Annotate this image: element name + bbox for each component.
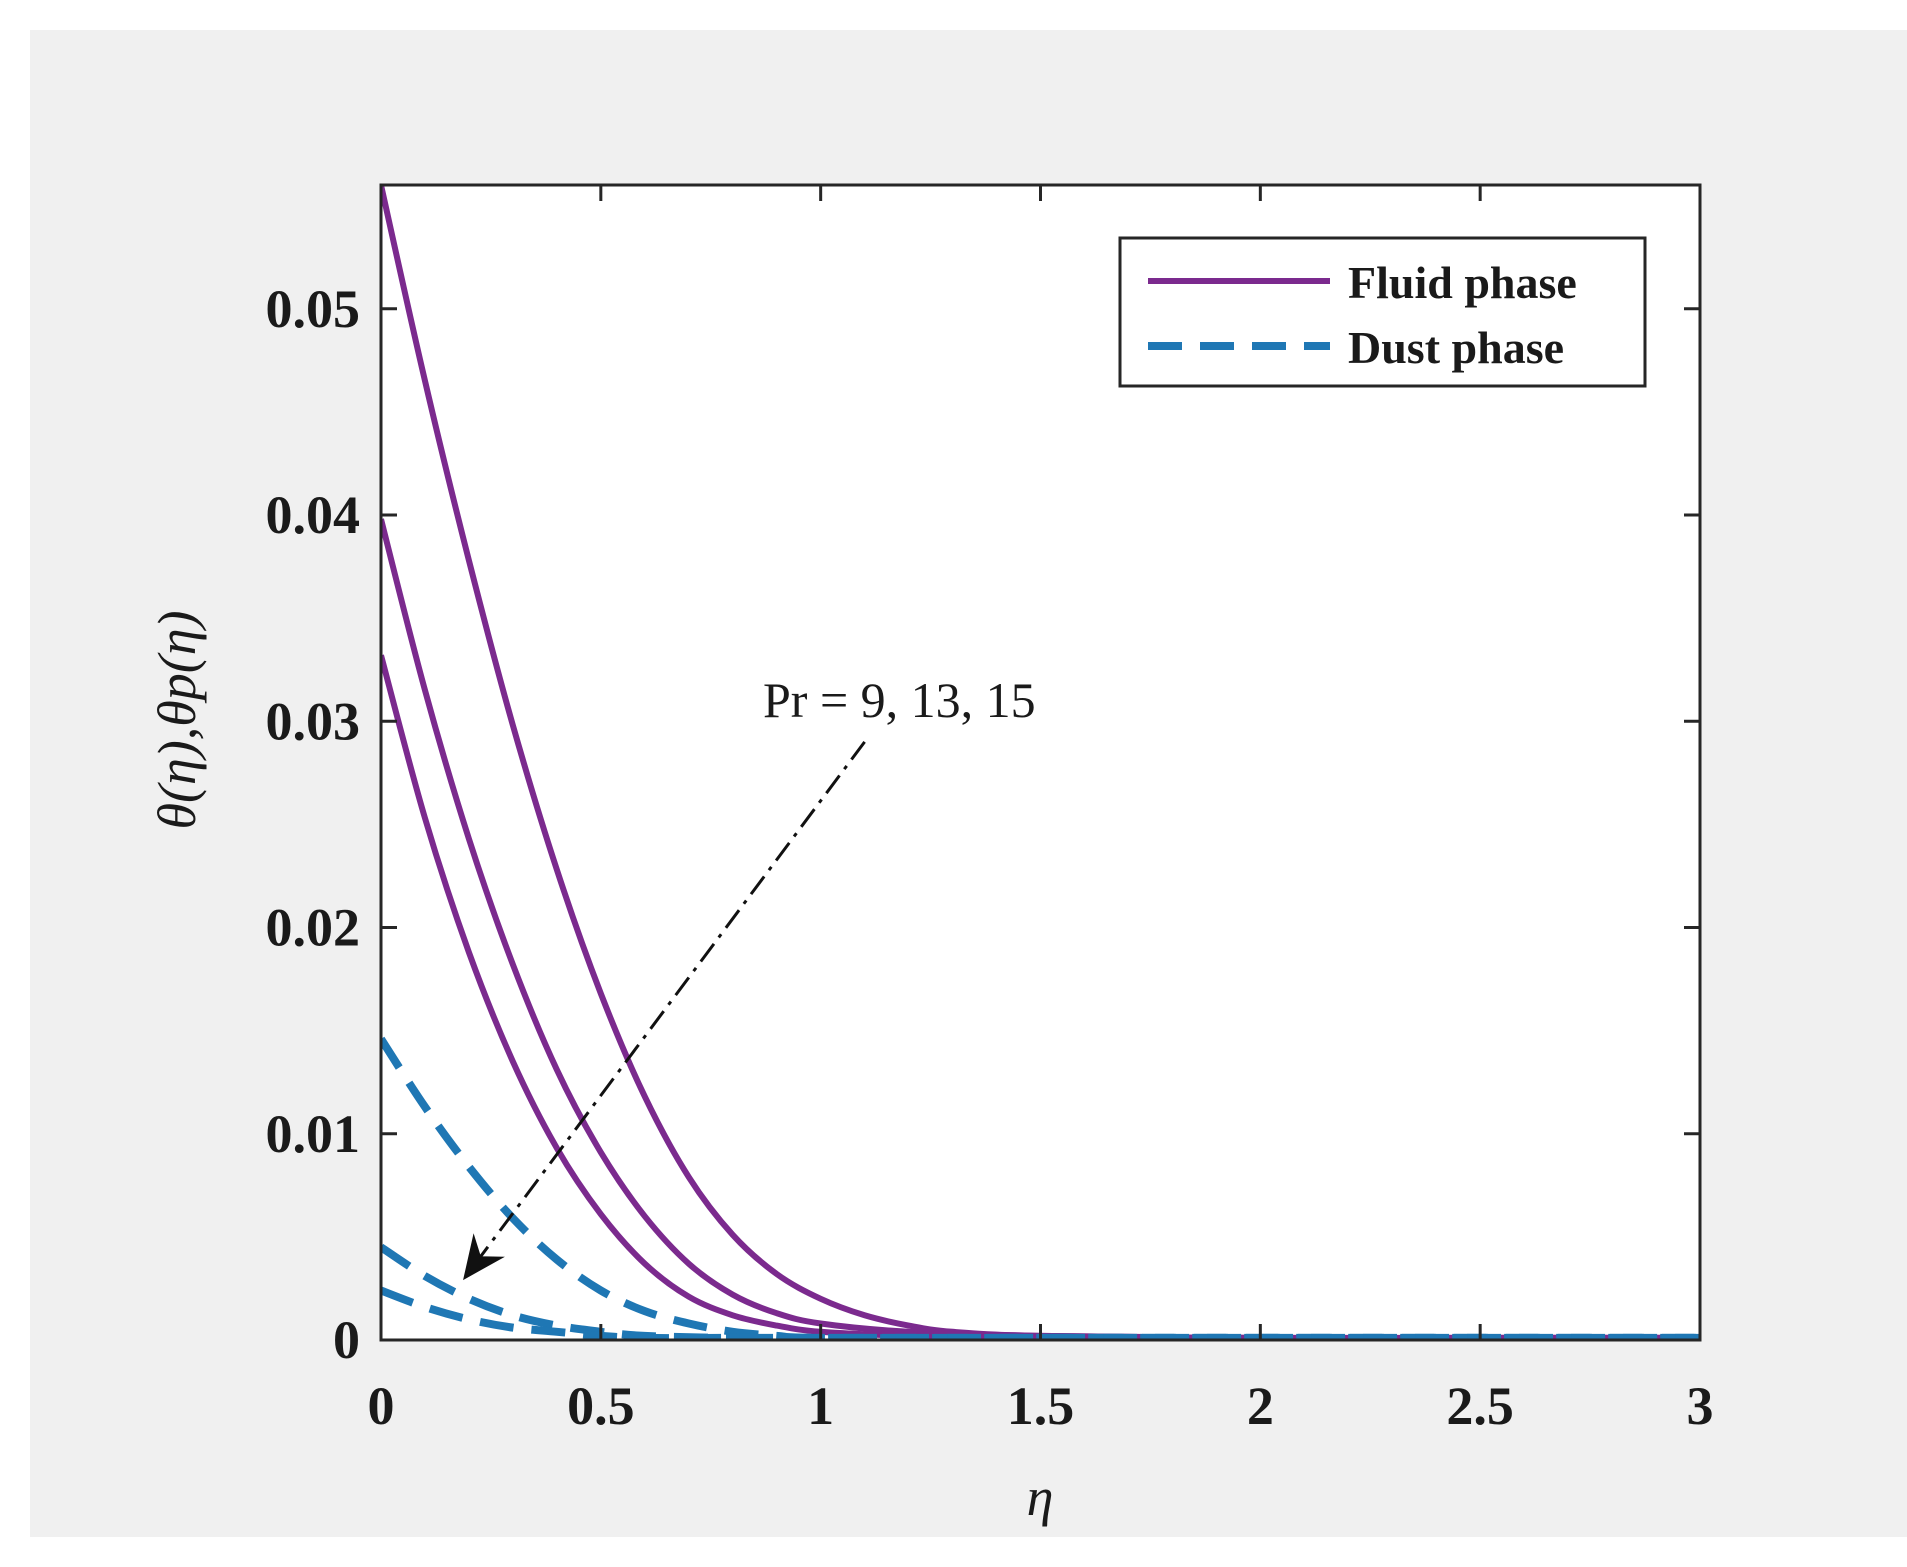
x-tick-label: 2 [1247,1376,1274,1436]
y-tick-label: 0.05 [266,279,361,339]
legend-label-dust: Dust phase [1348,322,1564,373]
x-tick-label: 1 [807,1376,834,1436]
x-axis-label: η [1027,1467,1054,1527]
y-tick-label: 0.03 [266,691,361,751]
y-tick-label: 0 [333,1310,360,1370]
y-tick-label: 0.01 [266,1104,361,1164]
y-tick-label: 0.04 [266,485,361,545]
annotation-arrow-line [463,740,866,1280]
y-axis-label: θ(η),θp(η) [147,610,207,829]
plot-frame [379,183,1702,1342]
x-tick-label: 0.5 [567,1376,635,1436]
x-tick-label: 3 [1687,1376,1714,1436]
legend: Fluid phase Dust phase [1118,236,1647,388]
annotation-arrowhead [463,1233,505,1281]
x-tick-label: 1.5 [1007,1376,1075,1436]
y-tick-label: 0.02 [266,898,361,958]
dust-phase-line-6 [381,1286,1700,1340]
annotation-pr-label: Pr = 9, 13, 15 [763,672,1036,728]
x-tick-label: 0 [368,1376,395,1436]
x-tick-label: 2.5 [1446,1376,1514,1436]
legend-box [1118,236,1647,388]
legend-label-fluid: Fluid phase [1348,257,1577,308]
